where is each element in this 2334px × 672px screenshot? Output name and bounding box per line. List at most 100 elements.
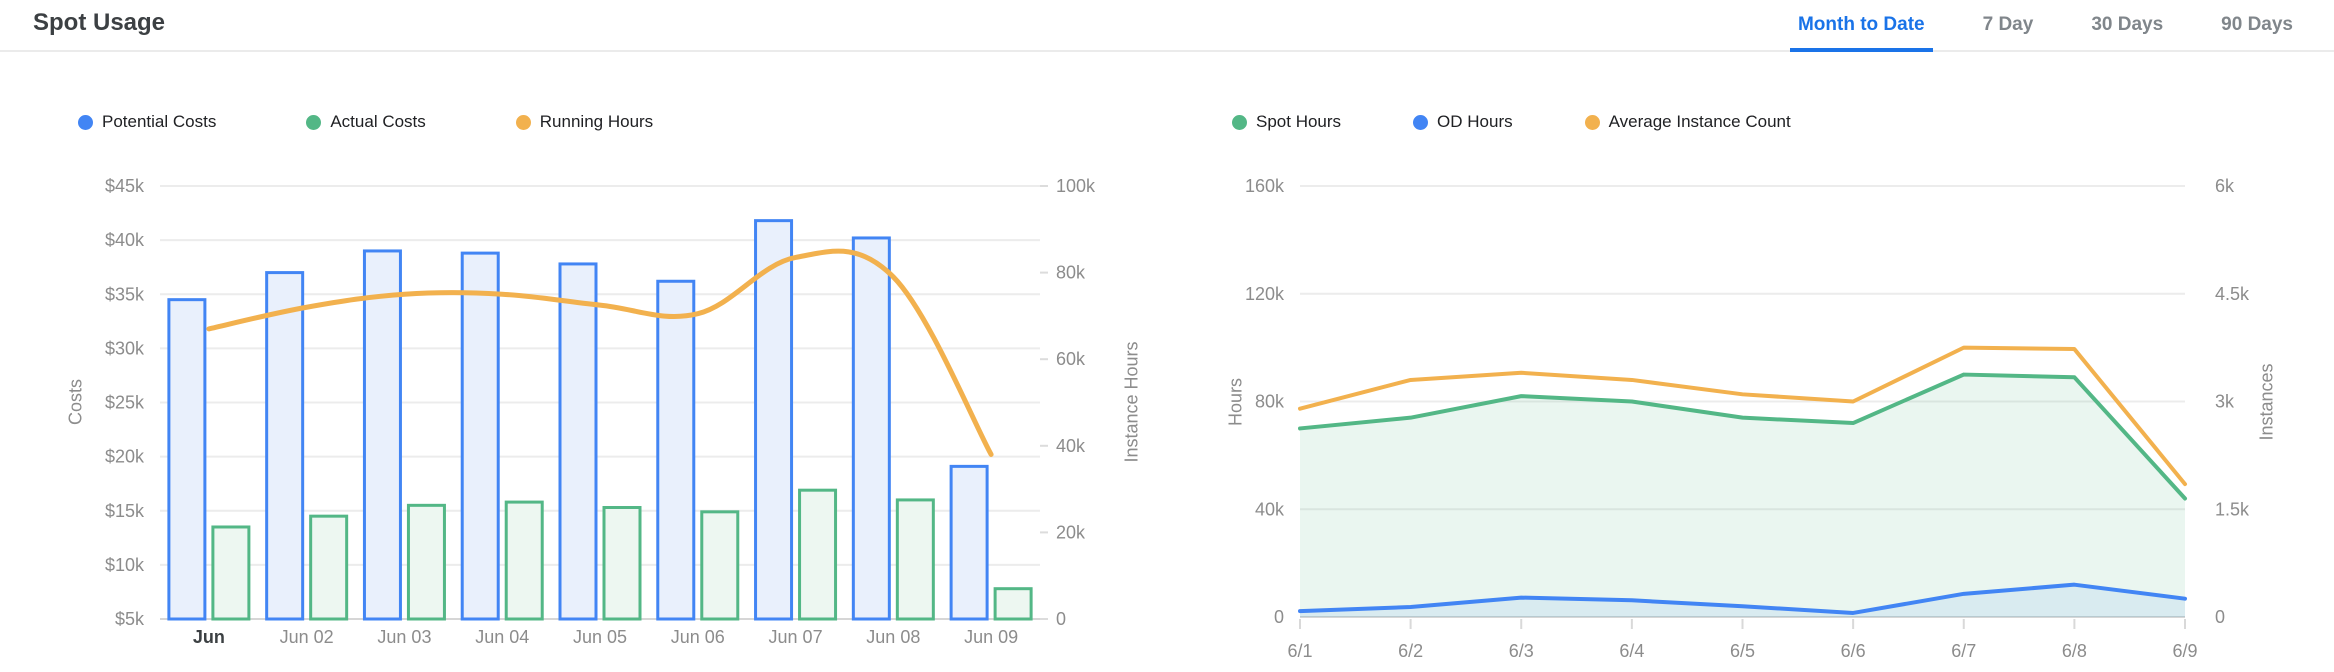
axis-tick-label: Jun 08: [866, 627, 920, 647]
axis-tick-label: 40k: [1255, 499, 1285, 519]
running-hours-dot-icon: [515, 114, 531, 130]
axis-tick-label: Jun: [193, 627, 225, 647]
axis-tick-label: 6/6: [1841, 641, 1866, 661]
instance-hours-y-axis-title: Instance Hours: [1121, 341, 1142, 463]
instances-y-axis-title: Instances: [2256, 363, 2277, 441]
legend-label: Running Hours: [539, 112, 654, 131]
axis-tick-label: 0: [1274, 607, 1284, 627]
axis-tick-label: Jun 06: [671, 627, 725, 647]
axis-tick-label: Jun 05: [573, 627, 627, 647]
legend-item-average-instance-count[interactable]: Average Instance Count: [1584, 112, 1791, 132]
axis-tick-label: 3k: [2215, 392, 2235, 412]
axis-tick-label: $20k: [105, 447, 145, 467]
costs-chart-card: $45k $40k $35k $30k $25k $20k $15k $10k $5k 100k 8…: [0, 60, 1180, 672]
axis-tick-label: 1.5k: [2215, 499, 2250, 519]
legend-item-od-hours[interactable]: OD Hours: [1413, 112, 1513, 132]
legend-item-potential-costs[interactable]: Potential Costs: [78, 112, 216, 132]
legend-item-spot-hours[interactable]: Spot Hours: [1232, 112, 1341, 132]
axis-tick-label: 160k: [1245, 176, 1285, 196]
area-od-hours: [1300, 584, 2185, 617]
page-title: Spot Usage: [33, 9, 166, 36]
axis-tick-label: 0: [2215, 607, 2225, 627]
axis-tick-label: 80k: [1056, 263, 1086, 283]
tab-month-to-date[interactable]: Month to Date: [1789, 0, 1933, 52]
bar-potential-costs[interactable]: [362, 249, 402, 621]
hours-y-axis-title: Hours: [1225, 377, 1246, 427]
axis-tick-label: $25k: [105, 393, 145, 413]
axis-tick-label: 6/1: [1287, 641, 1312, 661]
bar-actual-costs[interactable]: [895, 498, 935, 621]
legend-item-running-hours[interactable]: Running Hours: [515, 112, 654, 132]
line-average-instance-count[interactable]: [1298, 345, 2187, 487]
axis-tick-label: 60k: [1056, 349, 1086, 369]
axis-tick-label: 40k: [1056, 436, 1086, 456]
axis-tick-label: $45k: [105, 176, 145, 196]
axis-tick-label: Jun 07: [769, 627, 823, 647]
bar-potential-costs[interactable]: [656, 279, 696, 621]
date-range-tabs: Month to Date 7 Day 30 Days 90 Days: [1789, 0, 2293, 52]
bar-potential-costs[interactable]: [265, 271, 305, 621]
bar-actual-costs[interactable]: [700, 510, 740, 621]
tab-7-day[interactable]: 7 Day: [1982, 14, 2034, 35]
actual-costs-dot-icon: [306, 114, 322, 130]
axis-tick-label: 0: [1056, 609, 1066, 629]
spot-hours-dot-icon: [1232, 114, 1247, 130]
axis-tick-label: 6/9: [2172, 641, 2197, 661]
costs-chart-legend: Potential Costs Actual Costs Running Hou…: [0, 112, 653, 132]
page-header: Spot Usage Month to Date 7 Day 30 Days 9…: [0, 0, 2334, 52]
axis-tick-label: $30k: [105, 338, 145, 358]
hours-chart-card: 160k 120k 80k 40k 0 6k 4.5k 3k 1.5k 0 6/1 6/2 6/3 6/4…: [1220, 60, 2334, 672]
line-od-hours[interactable]: [1298, 582, 2187, 615]
axis-tick-label: 120k: [1245, 284, 1285, 304]
axis-tick-label: $10k: [105, 555, 145, 575]
axis-tick-label: 6/3: [1509, 641, 1534, 661]
axis-tick-label: Jun 02: [280, 627, 334, 647]
axis-tick-label: 20k: [1056, 522, 1086, 542]
od-hours-dot-icon: [1413, 114, 1429, 130]
legend-label: OD Hours: [1437, 112, 1513, 131]
tab-30-days[interactable]: 30 Days: [2091, 14, 2164, 35]
potential-costs-dot-icon: [78, 114, 93, 130]
hours-chart-legend: Spot Hours OD Hours Average Instance Cou…: [1220, 112, 1791, 132]
axis-tick-label: 6/5: [1730, 641, 1755, 661]
axis-tick-label: $15k: [105, 501, 145, 521]
bar-actual-costs[interactable]: [504, 500, 544, 621]
legend-label: Spot Hours: [1256, 112, 1342, 131]
tab-90-days[interactable]: 90 Days: [2221, 14, 2293, 35]
axis-tick-label: $5k: [115, 609, 145, 629]
bar-potential-costs[interactable]: [167, 298, 207, 621]
line-running-hours[interactable]: [206, 248, 994, 457]
bar-actual-costs[interactable]: [309, 514, 349, 621]
line-spot-hours[interactable]: [1298, 372, 2187, 501]
axis-tick-label: $35k: [105, 284, 145, 304]
axis-tick-label: $40k: [105, 230, 145, 250]
costs-y-axis-title: Costs: [65, 378, 86, 426]
axis-tick-label: 80k: [1255, 392, 1285, 412]
bar-actual-costs[interactable]: [798, 488, 838, 621]
legend-label: Average Instance Count: [1608, 112, 1791, 131]
axis-tick-label: Jun 09: [964, 627, 1018, 647]
bar-potential-costs[interactable]: [460, 251, 500, 621]
legend-item-actual-costs[interactable]: Actual Costs: [306, 112, 426, 132]
axis-tick-label: 6/4: [1619, 641, 1644, 661]
axis-tick-label: Jun 04: [475, 627, 529, 647]
bar-potential-costs[interactable]: [754, 219, 794, 621]
axis-tick-label: 6/7: [1951, 641, 1976, 661]
bar-actual-costs[interactable]: [602, 506, 642, 621]
costs-chart-canvas[interactable]: $45k $40k $35k $30k $25k $20k $15k $10k $5k 100k 8…: [0, 60, 1180, 672]
average-instance-count-dot-icon: [1584, 114, 1600, 130]
axis-tick-label: 6/2: [1398, 641, 1423, 661]
bar-potential-costs[interactable]: [851, 236, 891, 621]
axis-tick-label: Jun 03: [377, 627, 431, 647]
bar-actual-costs[interactable]: [993, 587, 1033, 621]
axis-tick-label: 100k: [1056, 176, 1096, 196]
legend-label: Potential Costs: [102, 112, 217, 131]
axis-tick-label: 4.5k: [2215, 284, 2250, 304]
bar-potential-costs[interactable]: [949, 464, 989, 621]
axis-tick-label: 6/8: [2062, 641, 2087, 661]
bar-actual-costs[interactable]: [211, 525, 251, 621]
bar-potential-costs[interactable]: [558, 262, 598, 621]
bar-actual-costs[interactable]: [406, 503, 446, 621]
axis-tick-label: 6k: [2215, 176, 2235, 196]
